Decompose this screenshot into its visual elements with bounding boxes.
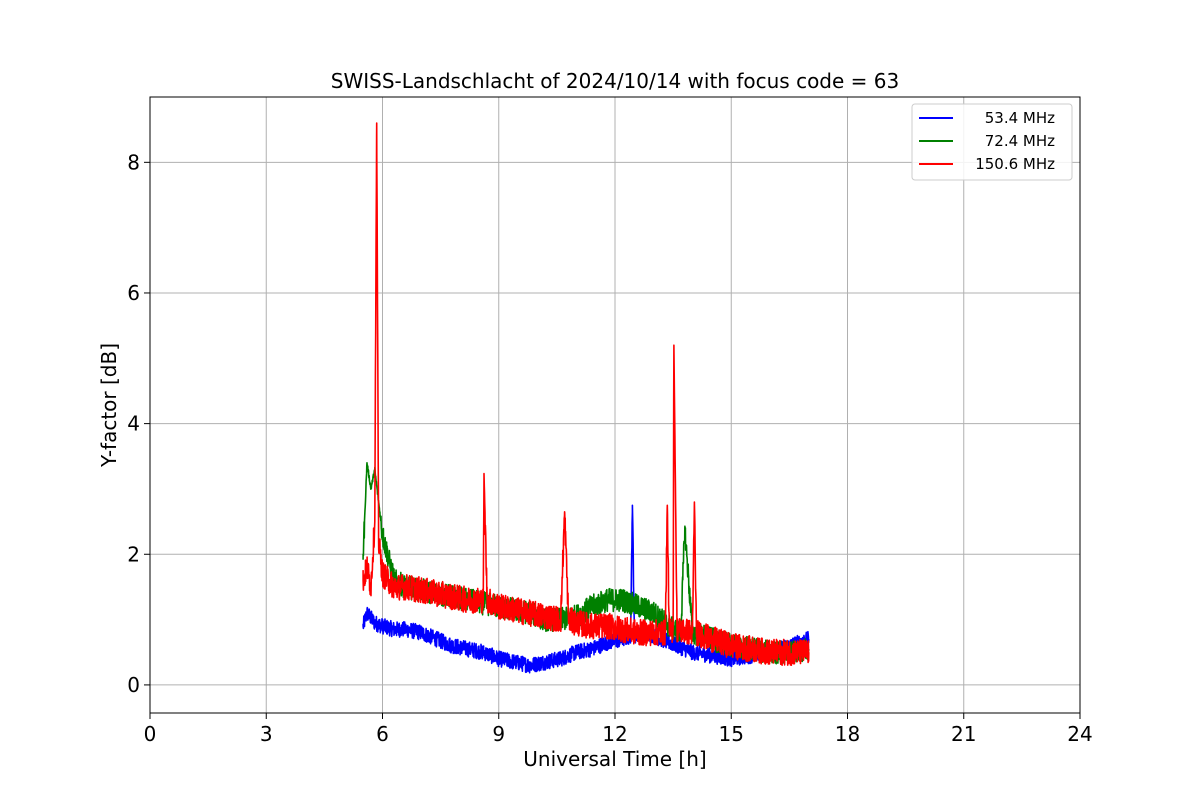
y-tick-label: 8 — [127, 150, 140, 174]
y-tick-label: 4 — [127, 412, 140, 436]
y-tick-label: 0 — [127, 673, 140, 697]
x-tick-label: 18 — [835, 722, 860, 746]
x-tick-label: 12 — [602, 722, 627, 746]
legend: 53.4 MHz 72.4 MHz 150.6 MHz — [911, 103, 1073, 181]
x-tick-label: 3 — [260, 722, 273, 746]
legend-label-1: 72.4 MHz — [985, 132, 1055, 150]
x-axis-label: Universal Time [h] — [523, 747, 706, 771]
x-tick-label: 6 — [376, 722, 389, 746]
x-tick-label: 0 — [144, 722, 157, 746]
x-tick-label: 21 — [951, 722, 976, 746]
series-line-0 — [362, 504, 810, 674]
legend-box — [911, 103, 1073, 181]
x-tick-label: 15 — [719, 722, 744, 746]
y-tick-label: 2 — [127, 542, 140, 566]
y-axis-label: Y-factor [dB] — [97, 343, 121, 468]
chart-title: SWISS-Landschlacht of 2024/10/14 with fo… — [331, 69, 899, 93]
series-line-2 — [362, 122, 810, 666]
legend-label-0: 53.4 MHz — [985, 109, 1055, 127]
legend-label-2: 150.6 MHz — [975, 155, 1055, 173]
x-tick-label: 9 — [492, 722, 505, 746]
x-tick-label: 24 — [1067, 722, 1092, 746]
y-tick-label: 6 — [127, 281, 140, 305]
series-layer — [362, 122, 810, 674]
